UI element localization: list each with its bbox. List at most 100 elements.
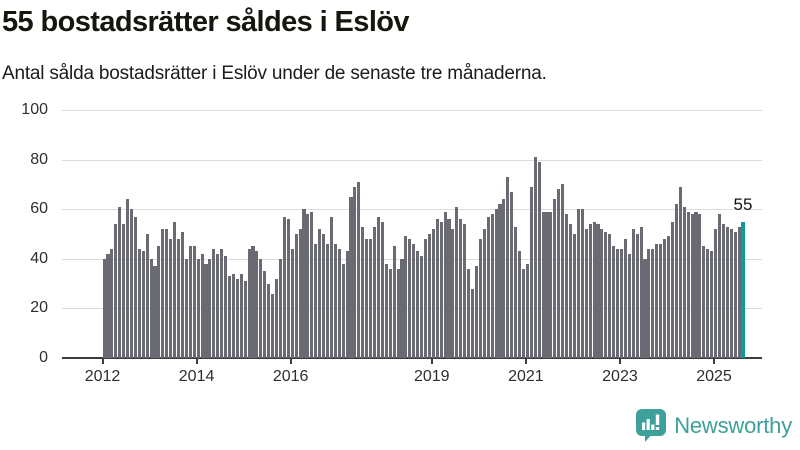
bar — [714, 229, 718, 358]
bar — [325, 243, 330, 358]
bar — [184, 258, 188, 358]
bar — [635, 234, 639, 358]
bar — [525, 263, 529, 358]
bar — [349, 196, 353, 358]
bar — [545, 211, 549, 358]
bar — [388, 268, 392, 358]
bar — [596, 224, 600, 358]
bar — [608, 234, 612, 358]
gridline — [62, 209, 762, 211]
bar — [259, 258, 263, 358]
bar — [576, 209, 580, 358]
bar — [365, 238, 369, 358]
bar — [694, 211, 698, 358]
newsworthy-speech-bubble-chart-icon — [636, 409, 667, 442]
bar — [278, 258, 282, 358]
bar — [396, 268, 400, 358]
bar — [361, 226, 365, 358]
bar — [369, 238, 373, 358]
bar — [537, 162, 541, 358]
y-axis-tick-label: 60 — [30, 200, 48, 218]
bar — [514, 226, 518, 358]
bar — [298, 229, 302, 358]
x-axis-tick — [524, 358, 527, 364]
bar — [380, 221, 384, 358]
bar — [169, 238, 173, 358]
bar — [408, 238, 412, 358]
bar — [568, 224, 573, 358]
bar — [435, 219, 439, 358]
bar — [200, 253, 204, 358]
bar — [302, 209, 306, 358]
x-axis-tick — [430, 358, 433, 364]
bar — [329, 216, 333, 358]
bar — [392, 246, 396, 358]
x-axis-tick-label: 2012 — [84, 368, 121, 385]
bar — [314, 243, 318, 358]
bar — [416, 251, 420, 358]
bar — [247, 248, 251, 358]
bar — [631, 229, 635, 358]
bar — [443, 211, 447, 358]
bar — [467, 268, 471, 358]
bar — [737, 226, 741, 358]
bar — [553, 199, 557, 358]
bar — [235, 278, 239, 358]
bar — [584, 229, 588, 358]
bar — [572, 234, 576, 358]
x-axis-tick-label: 2014 — [178, 368, 215, 385]
chart-subtitle: Antal sålda bostadsrätter i Eslöv under … — [2, 63, 547, 84]
bar — [529, 186, 533, 358]
bar — [122, 224, 126, 358]
bar — [294, 234, 298, 358]
bar — [129, 209, 134, 358]
bar — [423, 238, 428, 358]
bar — [420, 256, 424, 358]
bar — [561, 184, 565, 358]
bar — [482, 229, 486, 358]
bar — [220, 248, 224, 358]
y-axis-tick-label: 100 — [21, 101, 48, 118]
bar — [623, 238, 627, 358]
bar — [102, 258, 106, 358]
x-axis-tick — [195, 358, 198, 364]
highlight-value-label: 55 — [733, 194, 753, 214]
bar — [674, 204, 678, 358]
bar — [227, 276, 232, 358]
y-axis-tick-label: 80 — [30, 150, 48, 168]
bar — [224, 256, 228, 358]
x-axis-tick — [289, 358, 292, 364]
bar — [717, 214, 722, 358]
bar — [149, 258, 153, 358]
bar — [666, 236, 671, 358]
bar — [455, 206, 459, 358]
x-axis-tick-label: 2023 — [602, 368, 638, 385]
bar — [557, 189, 561, 358]
bar — [322, 234, 326, 358]
bar — [333, 243, 337, 358]
bar — [145, 234, 149, 358]
newsworthy-wordmark: Newsworthy — [674, 412, 792, 438]
bar — [663, 238, 667, 358]
bar — [470, 288, 475, 358]
bar — [204, 263, 208, 358]
bar — [627, 253, 631, 358]
bar — [541, 211, 545, 358]
y-axis-tick-label: 20 — [30, 299, 48, 317]
bar — [118, 206, 122, 358]
bar — [153, 266, 157, 358]
bar — [306, 214, 310, 358]
bar — [639, 226, 643, 358]
newsworthy-logo[interactable]: Newsworthy — [636, 409, 792, 442]
bar — [486, 216, 490, 358]
bar — [678, 186, 682, 358]
bar — [208, 258, 212, 358]
x-axis-tick-label: 2021 — [508, 368, 544, 385]
bar — [686, 211, 690, 358]
bar — [619, 248, 624, 358]
bar — [271, 293, 275, 358]
bar — [345, 251, 349, 358]
bar — [521, 268, 526, 358]
bar — [239, 273, 243, 358]
